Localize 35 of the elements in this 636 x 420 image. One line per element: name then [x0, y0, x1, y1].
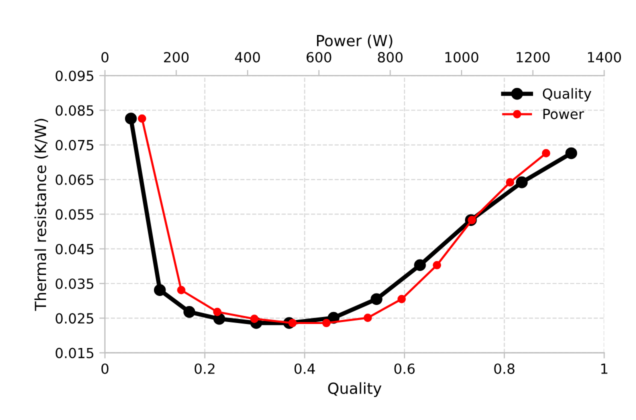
point	[154, 284, 166, 296]
y-tick-label: 0.055	[56, 209, 94, 220]
y-tick-label: 0.085	[56, 105, 94, 116]
y-tick-label: 0.095	[56, 70, 94, 82]
y-tick-label: 0.035	[56, 278, 94, 289]
point	[370, 293, 382, 305]
point	[183, 306, 196, 318]
x2-tick-label: 1400	[588, 52, 621, 62]
x-tick-label: 0	[101, 363, 108, 374]
x2-tick-label: 800	[378, 52, 403, 62]
point	[125, 112, 137, 124]
y-tick-label: 0.025	[56, 313, 94, 324]
x2-tick-label: 1000	[445, 52, 478, 62]
x-axis-title: Quality	[328, 382, 382, 397]
x2-tick-label: 400	[235, 52, 260, 62]
y-tick-label: 0.065	[56, 174, 94, 186]
point	[414, 259, 426, 272]
x-tick-label: 0.6	[394, 363, 415, 374]
point	[565, 147, 578, 160]
y-tick-label: 0.015	[56, 348, 94, 358]
x2-tick-label: 200	[164, 52, 189, 62]
y-tick-label: 0.045	[56, 244, 94, 254]
x-tick-label: 0.8	[494, 363, 514, 374]
y-axis-title: Thermal resistance (K/W)	[34, 118, 48, 311]
legend-label: Power	[543, 108, 584, 120]
x2-tick-label: 1200	[516, 52, 550, 62]
x2-axis-title: Power (W)	[317, 34, 392, 48]
x2-tick-label: 600	[306, 52, 332, 62]
x2-tick-label: 0	[101, 52, 108, 62]
x-tick-label: 0.2	[194, 363, 214, 374]
x-tick-label: 1	[601, 364, 608, 374]
y-tick-label: 0.075	[56, 140, 94, 150]
x-tick-label: 0.4	[294, 363, 315, 374]
legend-label: Quality	[542, 88, 592, 102]
point	[516, 176, 528, 188]
